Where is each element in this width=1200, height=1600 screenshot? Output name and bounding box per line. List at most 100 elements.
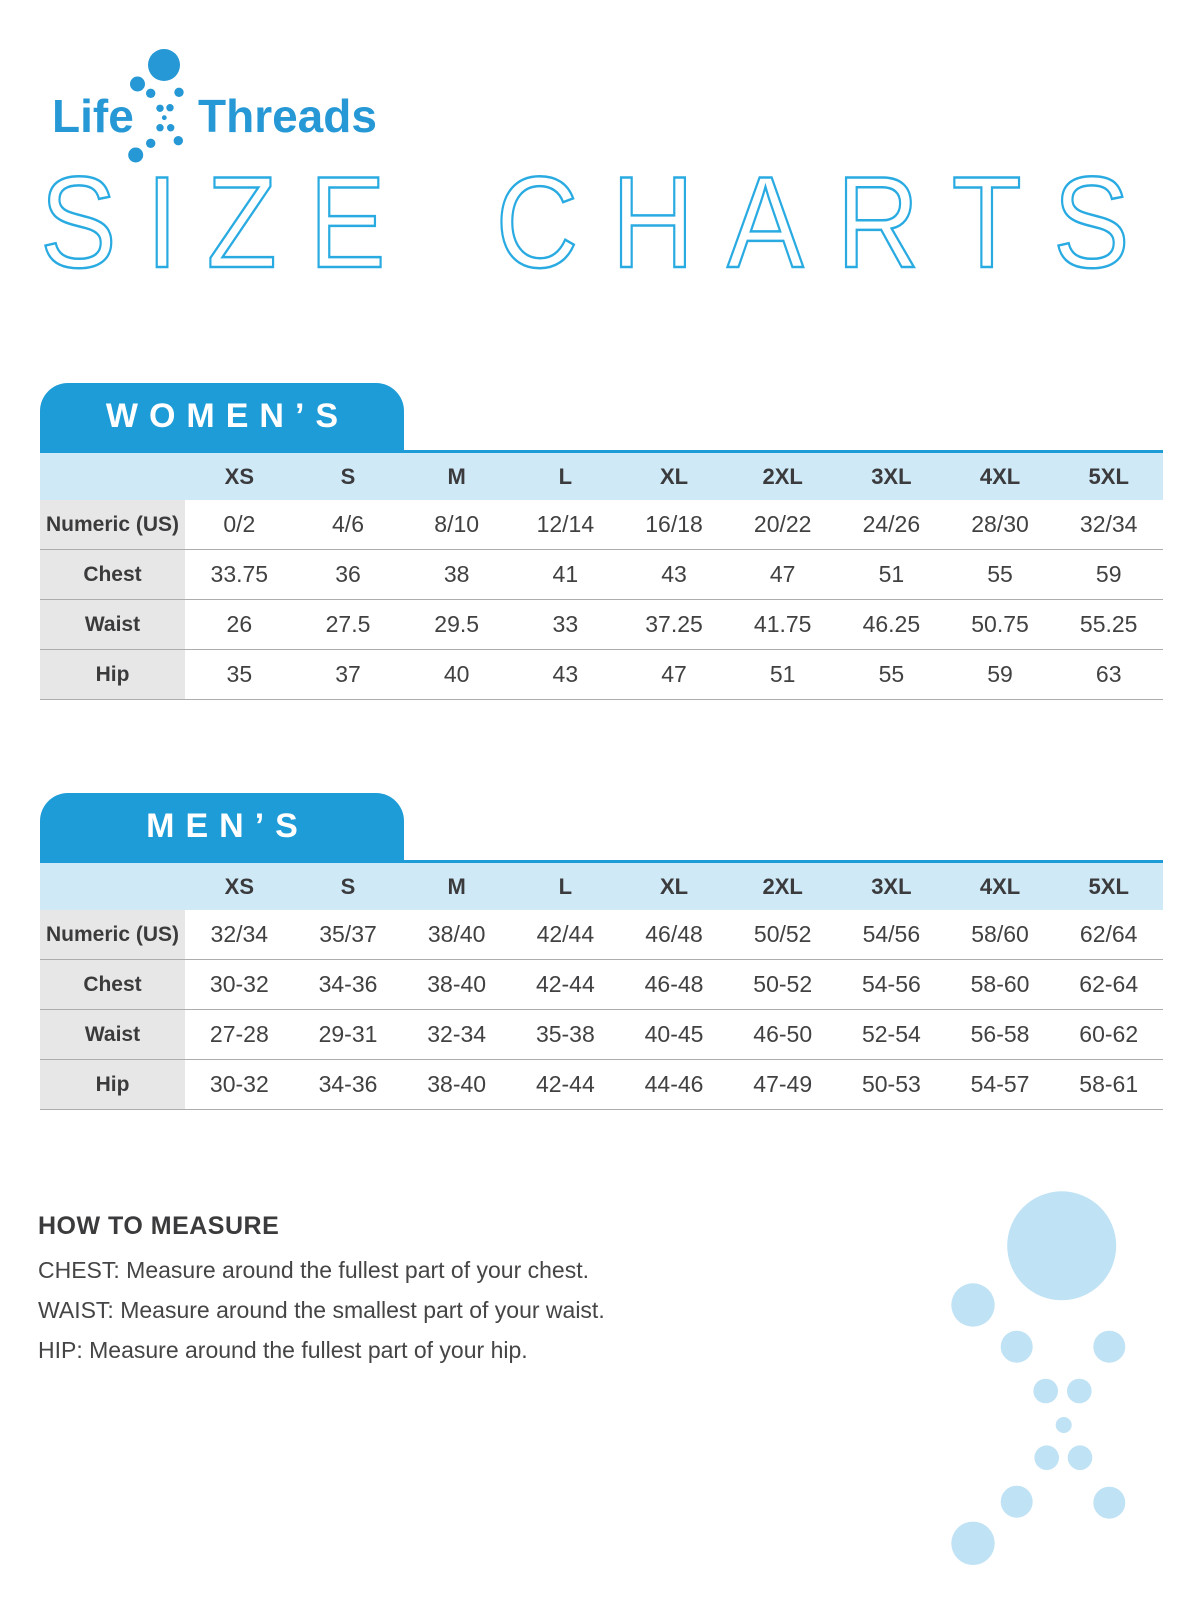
value-cell: 58-60 — [945, 960, 1055, 1009]
title-letter: S — [1052, 149, 1131, 295]
value-cell: 59 — [945, 650, 1055, 699]
mens-size-table: MEN’S XS S M L XL 2XL 3XL 4XL 5XL Numeric (US) 32… — [40, 793, 1164, 1110]
row-label: Chest — [40, 960, 185, 1009]
table-row: Chest 33.75 36 38 41 43 47 51 55 59 — [40, 550, 1164, 600]
size-header-cell: XS — [224, 463, 255, 489]
value-cell: 32/34 — [1054, 500, 1164, 549]
value-cell: 59 — [1054, 550, 1164, 599]
value-cell: 63 — [1054, 650, 1164, 699]
value-cell: 50-53 — [837, 1060, 946, 1109]
measure-instruction: HIP: Measure around the fullest part of … — [38, 1337, 528, 1363]
row-label: Chest — [40, 550, 185, 599]
mens-table-body: Numeric (US) 32/34 35/37 38/40 42/44 46/48 50/… — [40, 910, 1164, 1110]
value-cell: 20/22 — [728, 500, 838, 549]
size-header-cell: L — [558, 873, 573, 899]
row-label: Hip — [40, 1060, 185, 1109]
value-cell: 37 — [293, 650, 403, 699]
row-label: Numeric (US) — [40, 910, 185, 959]
size-header-cell: 4XL — [979, 873, 1021, 899]
value-cell: 52-54 — [837, 1010, 946, 1059]
header-spacer — [40, 453, 185, 500]
table-row: Hip 30-32 34-36 38-40 42-44 44-46 47-49 50-53 54… — [40, 1060, 1164, 1110]
size-header-cell: 5XL — [1088, 873, 1129, 899]
value-cell: 46.25 — [837, 600, 946, 649]
value-cell: 12/14 — [511, 500, 620, 549]
title-letter: I — [145, 149, 179, 295]
value-cell: 41.75 — [728, 600, 838, 649]
size-header-cell: XL — [659, 873, 689, 899]
life-threads-dots-icon — [128, 49, 184, 163]
table-row: Waist 26 27.5 29.5 33 37.25 41.75 46.25 50.75 55.… — [40, 600, 1164, 650]
table-row: Numeric (US) 32/34 35/37 38/40 42/44 46/48 50/… — [40, 910, 1164, 960]
value-cell: 38-40 — [402, 960, 512, 1009]
value-cell: 55 — [945, 550, 1055, 599]
womens-size-table: WOMEN’S XS S M L XL 2XL 3XL 4XL 5XL Numeric (US)… — [40, 383, 1164, 700]
value-cell: 51 — [837, 550, 946, 599]
value-cell: 33 — [511, 600, 620, 649]
value-cell: 35 — [185, 650, 294, 699]
size-header-cell: S — [340, 873, 356, 899]
value-cell: 8/10 — [402, 500, 512, 549]
value-cell: 56-58 — [945, 1010, 1055, 1059]
value-cell: 27.5 — [293, 600, 403, 649]
value-cell: 28/30 — [945, 500, 1055, 549]
value-cell: 47-49 — [728, 1060, 838, 1109]
value-cell: 50/52 — [728, 910, 838, 959]
size-header-cell: 4XL — [979, 463, 1021, 489]
value-cell: 50.75 — [945, 600, 1055, 649]
logo-text-threads: Threads — [198, 90, 377, 142]
size-header-cell: 3XL — [871, 873, 912, 899]
title-letter: C — [494, 149, 579, 295]
value-cell: 55 — [837, 650, 946, 699]
size-header-cell: 2XL — [762, 873, 803, 899]
table-row: Numeric (US) 0/2 4/6 8/10 12/14 16/18 20/22 24/… — [40, 500, 1164, 550]
size-header-cell: M — [447, 873, 466, 899]
value-cell: 43 — [619, 550, 729, 599]
size-header-cell: XL — [659, 463, 689, 489]
header-spacer — [40, 863, 185, 910]
value-cell: 4/6 — [293, 500, 403, 549]
row-label: Waist — [40, 600, 185, 649]
title-letter: A — [726, 149, 805, 295]
size-header-cell: S — [340, 463, 356, 489]
value-cell: 30-32 — [185, 960, 294, 1009]
value-cell: 58/60 — [945, 910, 1055, 959]
value-cell: 30-32 — [185, 1060, 294, 1109]
title-letter: S — [39, 149, 118, 295]
value-cell: 38-40 — [402, 1060, 512, 1109]
value-cell: 35-38 — [511, 1010, 620, 1059]
measure-instruction: CHEST: Measure around the fullest part o… — [38, 1257, 589, 1283]
size-header-cell: 5XL — [1088, 463, 1129, 489]
size-header-cell: XS — [224, 873, 255, 899]
value-cell: 34-36 — [293, 960, 403, 1009]
value-cell: 40-45 — [619, 1010, 729, 1059]
value-cell: 35/37 — [293, 910, 403, 959]
value-cell: 0/2 — [185, 500, 294, 549]
logo-text-life: Life — [52, 90, 134, 142]
value-cell: 47 — [728, 550, 838, 599]
value-cell: 60-62 — [1054, 1010, 1164, 1059]
value-cell: 46/48 — [619, 910, 729, 959]
value-cell: 42-44 — [511, 960, 620, 1009]
value-cell: 54/56 — [837, 910, 946, 959]
value-cell: 62/64 — [1054, 910, 1164, 959]
value-cell: 42/44 — [511, 910, 620, 959]
value-cell: 54-56 — [837, 960, 946, 1009]
value-cell: 36 — [293, 550, 403, 599]
row-label: Waist — [40, 1010, 185, 1059]
size-header-cell: M — [447, 463, 466, 489]
value-cell: 32-34 — [402, 1010, 512, 1059]
value-cell: 41 — [511, 550, 620, 599]
size-header-cell: 2XL — [762, 463, 803, 489]
title-letter: E — [308, 149, 387, 295]
value-cell: 26 — [185, 600, 294, 649]
womens-tab: WOMEN’S — [40, 383, 404, 450]
value-cell: 43 — [511, 650, 620, 699]
value-cell: 62-64 — [1054, 960, 1164, 1009]
value-cell: 29-31 — [293, 1010, 403, 1059]
value-cell: 58-61 — [1054, 1060, 1164, 1109]
value-cell: 54-57 — [945, 1060, 1055, 1109]
value-cell: 46-48 — [619, 960, 729, 1009]
row-label: Numeric (US) — [40, 500, 185, 549]
value-cell: 34-36 — [293, 1060, 403, 1109]
